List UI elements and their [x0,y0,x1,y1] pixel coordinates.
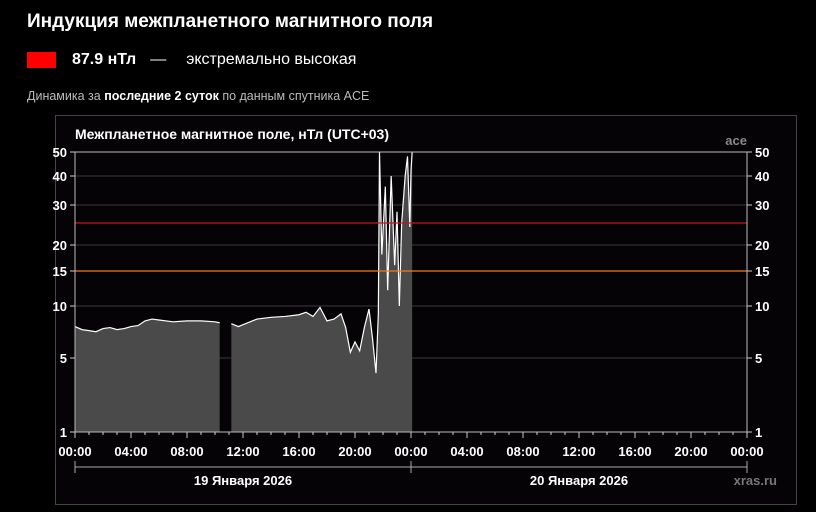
chart-title: Межпланетное магнитное поле, нТл (UTC+03… [75,126,389,142]
x-tick-label: 08:00 [170,444,203,459]
date-label: 19 Января 2026 [194,473,292,488]
x-tick-label: 00:00 [730,444,763,459]
x-tick-label: 04:00 [450,444,483,459]
y-tick-label-left: 1 [60,425,67,440]
x-tick-label: 16:00 [282,444,315,459]
level-text: экстремально высокая [186,51,357,68]
y-tick-label-left: 5 [60,351,67,366]
date-label: 20 Января 2026 [530,473,628,488]
y-tick-label-right: 30 [755,198,769,213]
chart-frame [55,115,797,505]
watermark: xras.ru [734,473,777,488]
current-level: 87.9 нТл — экстремально высокая [27,51,356,69]
y-tick-label-left: 15 [53,264,67,279]
current-value: 87.9 нТл [72,51,137,68]
y-tick-label-left: 40 [53,169,67,184]
x-tick-label: 16:00 [618,444,651,459]
x-tick-label: 20:00 [338,444,371,459]
data-area [231,152,413,432]
x-tick-label: 12:00 [226,444,259,459]
data-area [75,319,220,432]
y-tick-label-right: 5 [755,351,762,366]
subtitle: Динамика за последние 2 суток по данным … [27,89,369,103]
y-tick-label-right: 50 [755,145,769,160]
subtitle-bold: последние 2 суток [104,89,219,103]
page-title: Индукция межпланетного магнитного поля [27,11,434,32]
subtitle-pre: Динамика за [27,89,105,103]
y-tick-label-left: 50 [53,145,67,160]
y-tick-label-left: 20 [53,238,67,253]
separator: — [150,51,167,68]
y-tick-label-right: 20 [755,238,769,253]
subtitle-post: по данным спутника ACE [218,89,370,103]
x-tick-label: 00:00 [58,444,91,459]
y-tick-label-left: 10 [53,299,67,314]
source-label: ace [725,133,747,148]
data-line [74,318,220,333]
y-tick-label-right: 40 [755,169,769,184]
data-line [231,151,413,374]
x-tick-label: 08:00 [506,444,539,459]
y-tick-label-right: 10 [755,299,769,314]
y-tick-label-right: 15 [755,264,769,279]
x-tick-label: 12:00 [562,444,595,459]
x-tick-label: 04:00 [114,444,147,459]
y-tick-label-right: 1 [755,425,762,440]
y-tick-label-left: 30 [53,198,67,213]
level-color-swatch [27,52,56,68]
x-tick-label: 00:00 [394,444,427,459]
x-tick-label: 20:00 [674,444,707,459]
